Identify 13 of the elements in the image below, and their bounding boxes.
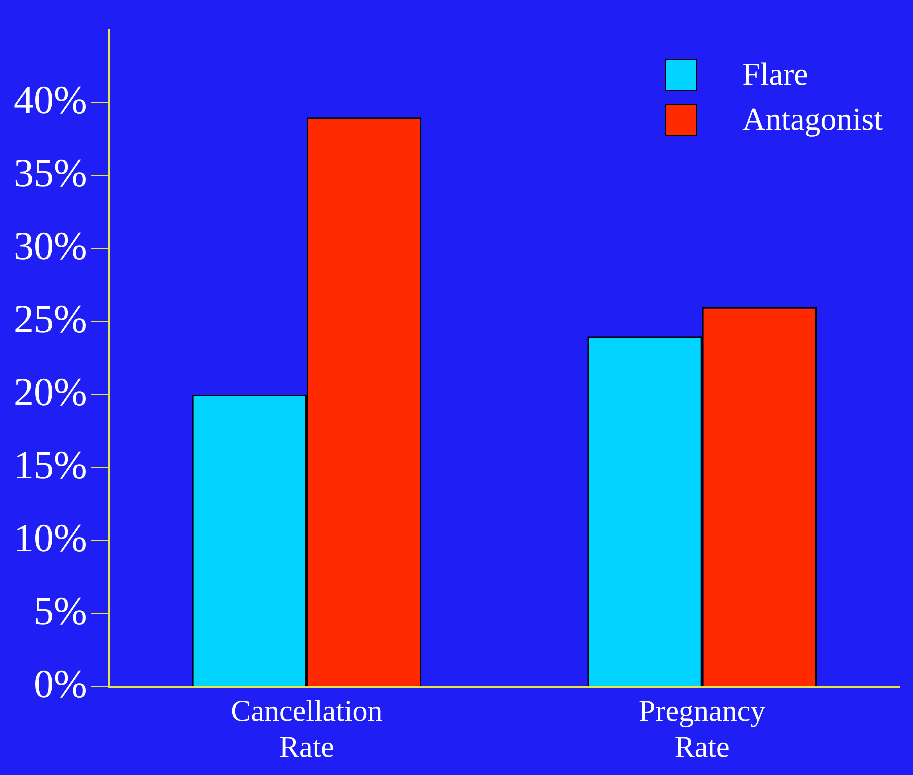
y-tick-label: 30% xyxy=(14,224,88,268)
legend-label: Antagonist xyxy=(742,101,883,138)
legend-label: Flare xyxy=(742,56,808,93)
y-tick-label: 15% xyxy=(14,442,88,488)
y-tick-label: 20% xyxy=(14,370,88,414)
x-tick-label: Cancellation Rate xyxy=(231,694,383,764)
x-tick-label: Pregnancy Rate xyxy=(639,694,766,764)
y-tick-label: 0% xyxy=(34,662,88,706)
y-tick-label: 25% xyxy=(14,296,88,342)
y-tick-label: 10% xyxy=(14,516,88,560)
y-tick-label: 40% xyxy=(14,78,88,122)
y-tick-label: 35% xyxy=(14,150,88,196)
y-tick-label: 5% xyxy=(34,588,88,634)
